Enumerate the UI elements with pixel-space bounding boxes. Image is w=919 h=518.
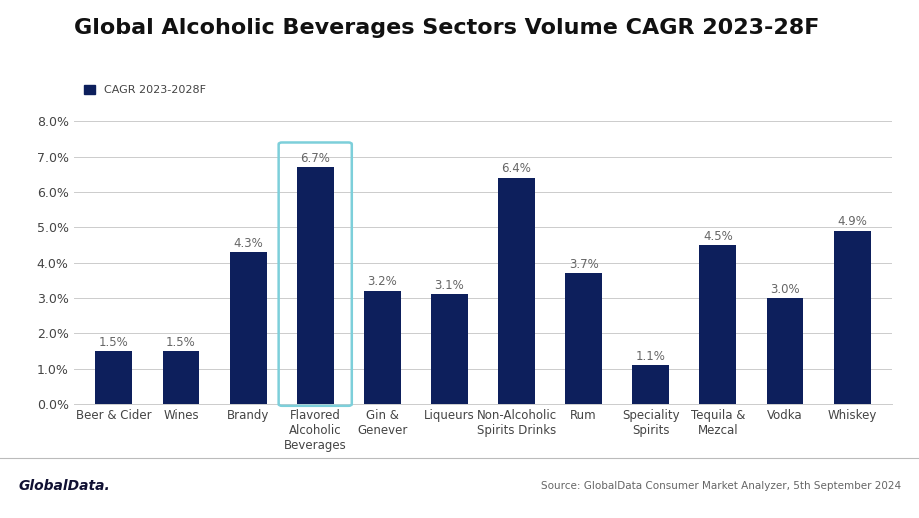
Text: 3.7%: 3.7% [568, 258, 598, 271]
Text: Source: GlobalData Consumer Market Analyzer, 5th September 2024: Source: GlobalData Consumer Market Analy… [541, 481, 901, 491]
Text: 4.9%: 4.9% [836, 215, 866, 228]
Text: 4.5%: 4.5% [702, 229, 732, 242]
Bar [833, 231, 869, 404]
Text: GlobalData.: GlobalData. [18, 479, 110, 493]
Bar [230, 252, 267, 404]
Bar [497, 178, 535, 404]
Text: 1.5%: 1.5% [166, 336, 196, 349]
Bar [297, 167, 334, 404]
Bar [364, 291, 401, 404]
Text: 1.5%: 1.5% [99, 336, 129, 349]
Text: 6.4%: 6.4% [501, 162, 531, 176]
Legend: CAGR 2023-2028F: CAGR 2023-2028F [79, 81, 210, 100]
Bar [631, 365, 668, 404]
Text: 3.1%: 3.1% [434, 279, 464, 292]
Text: 4.3%: 4.3% [233, 237, 263, 250]
Text: 3.0%: 3.0% [769, 282, 799, 296]
Bar [96, 351, 132, 404]
Text: Global Alcoholic Beverages Sectors Volume CAGR 2023-28F: Global Alcoholic Beverages Sectors Volum… [74, 18, 818, 38]
Bar [766, 298, 802, 404]
Bar [698, 245, 735, 404]
Text: 3.2%: 3.2% [367, 276, 397, 289]
Bar [163, 351, 199, 404]
Text: 6.7%: 6.7% [300, 152, 330, 165]
Bar [430, 294, 468, 404]
Bar [564, 274, 601, 404]
Text: 1.1%: 1.1% [635, 350, 665, 363]
